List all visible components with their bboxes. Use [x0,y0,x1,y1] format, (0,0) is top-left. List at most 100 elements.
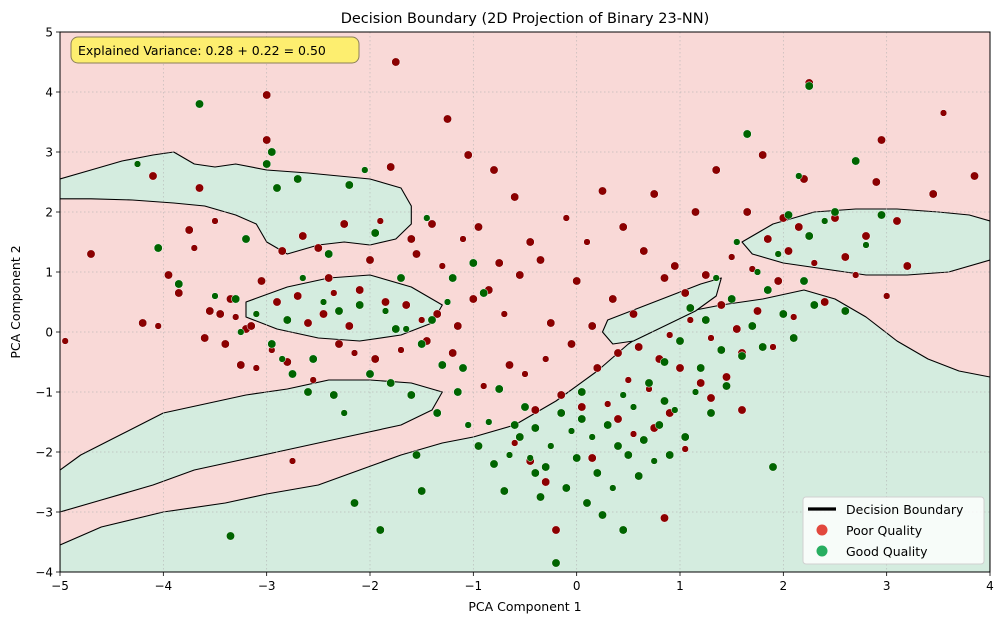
y-tick-label: 0 [45,326,53,340]
x-tick-label: 4 [986,579,994,593]
point-poor [277,246,287,256]
point-good [211,292,219,300]
point-poor [675,363,685,373]
point-poor [769,343,777,351]
point-good [821,217,829,225]
point-good [453,387,463,397]
point-poor [272,297,282,307]
point-poor [613,414,623,424]
point-poor [592,363,602,373]
point-poor [587,453,597,463]
y-tick-label: 4 [45,86,53,100]
point-poor [706,393,716,403]
point-good [396,273,406,283]
point-good [722,381,731,391]
point-poor [608,294,618,304]
point-good [804,81,814,91]
plot-area [59,31,991,573]
point-poor [567,339,576,349]
point-good [417,486,427,496]
decision-region-good-5 [601,277,722,345]
point-poor [691,207,700,217]
point-good [499,486,509,496]
legend-good-label: Good Quality [846,544,928,559]
point-good [650,457,658,465]
point-poor [604,400,612,408]
point-good [862,241,870,249]
point-poor [551,525,561,535]
x-tick-label: −3 [258,579,276,593]
point-poor [618,222,628,232]
point-good [588,433,596,441]
x-tick-label: −4 [154,579,172,593]
point-poor [639,246,649,256]
point-good [267,147,277,157]
point-good [153,243,163,253]
point-poor [572,276,582,286]
point-poor [412,249,421,259]
point-good [733,238,741,246]
point-good [412,450,421,460]
legend-box [802,496,985,565]
point-good [784,210,793,220]
y-tick-label: −3 [35,506,53,520]
point-poor [432,309,442,319]
point-poor [660,273,669,283]
point-good [763,285,773,295]
point-good [370,228,380,238]
point-good [547,442,555,450]
point-good [520,402,530,412]
point-good [133,160,142,168]
point-good [660,357,669,367]
point-good [288,369,297,379]
point-poor [546,318,556,328]
point-good [252,310,260,318]
point-poor [598,186,607,196]
point-good [329,390,339,400]
point-good [603,420,613,430]
y-axis-ticks: −4 −3 −2 −1 0 1 2 3 4 5 [35,26,60,580]
point-poor [262,135,272,145]
point-poor [794,222,804,232]
point-good [241,234,251,244]
point-good [386,378,396,388]
legend: Decision Boundary Poor Quality Good Qual… [802,496,985,565]
point-poor [861,231,871,241]
point-poor [246,321,256,331]
x-axis-ticks: −5 −4 −3 −2 −1 0 1 2 3 4 [51,572,994,593]
point-poor [666,331,674,339]
point-good [262,159,272,169]
point-poor [232,313,240,321]
point-good [437,360,447,370]
point-poor [355,285,365,295]
point-poor [892,216,902,226]
point-good [701,315,711,325]
point-poor [877,135,886,145]
point-poor [376,217,384,225]
point-poor [195,183,204,193]
point-poor [288,457,297,465]
point-poor [494,258,504,268]
point-good [634,471,644,481]
annotation-text: Explained Variance: 0.28 + 0.22 = 0.50 [78,43,326,58]
point-good [561,483,571,493]
point-poor [939,109,948,117]
point-poor [634,342,644,352]
point-poor [324,273,334,283]
point-good [526,454,534,462]
y-tick-label: −4 [35,566,53,580]
point-good [402,325,410,333]
point-good [510,420,520,430]
point-good [391,324,401,334]
point-good [530,423,540,433]
point-good [406,390,416,400]
point-good [799,276,809,286]
point-good [458,363,468,373]
variance-annotation: Explained Variance: 0.28 + 0.22 = 0.50 [70,36,360,64]
point-poor [753,306,762,316]
point-poor [629,309,638,319]
point-good [809,300,819,310]
point-poor [629,430,638,438]
point-poor [313,243,323,253]
point-poor [391,57,401,67]
